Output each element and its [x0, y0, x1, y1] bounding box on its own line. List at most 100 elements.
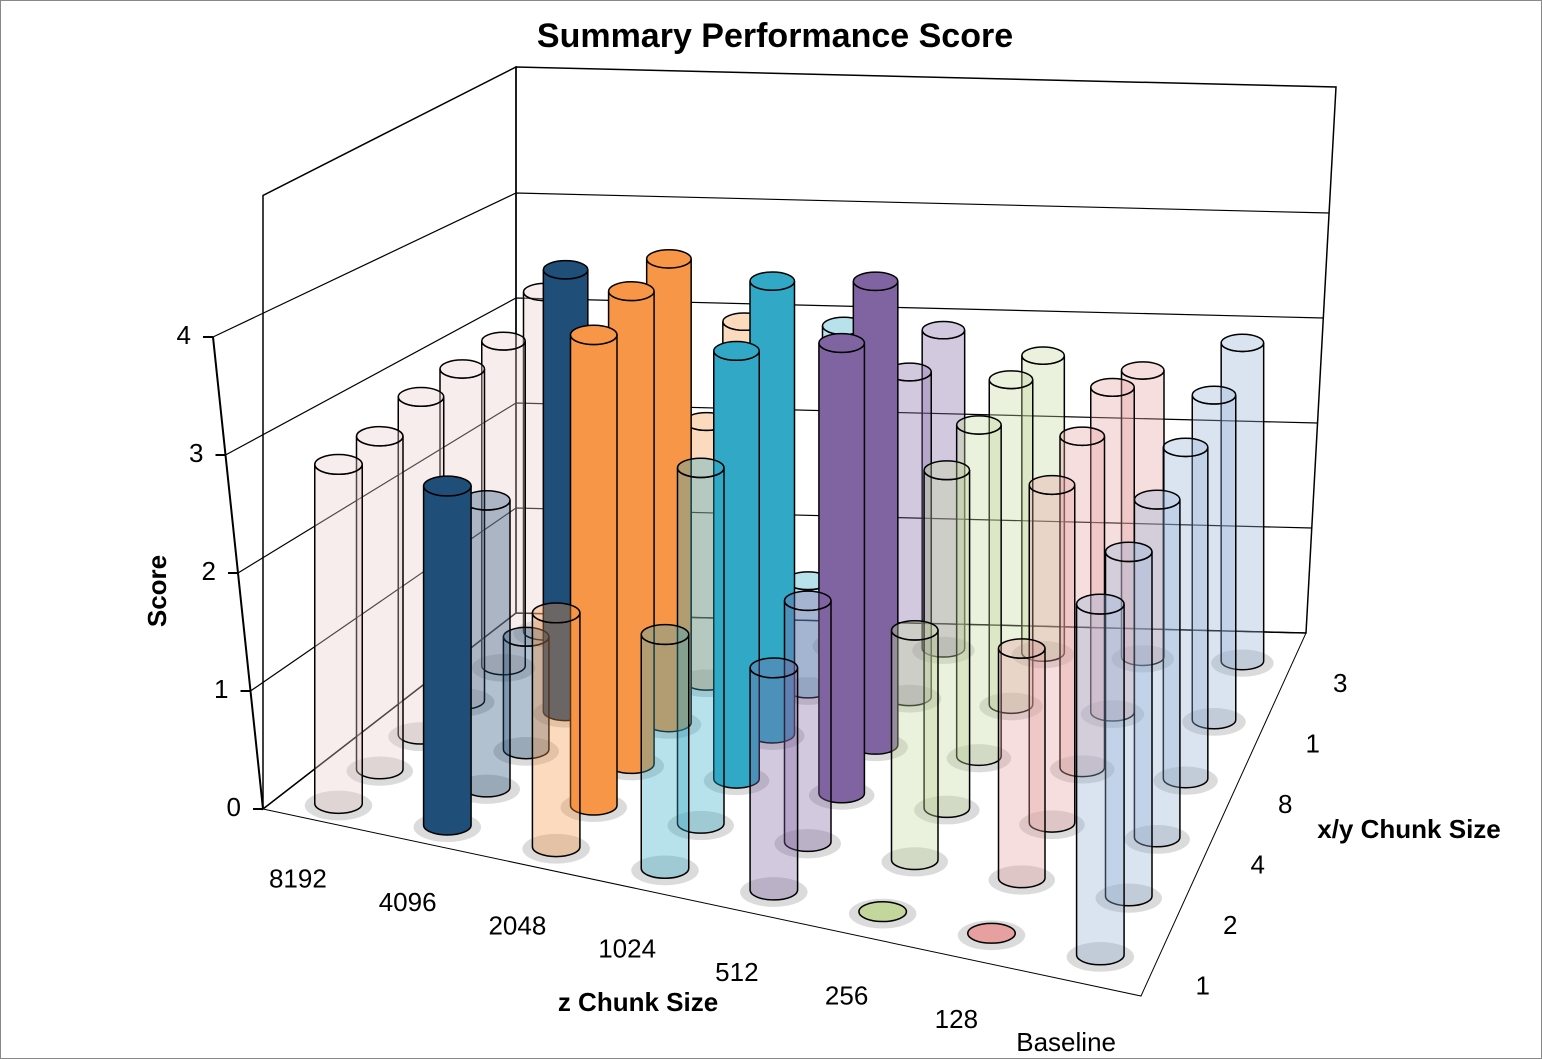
bar-top [955, 415, 1002, 435]
depth-tick-label: 1 [1196, 971, 1210, 1001]
shadow [914, 795, 980, 825]
shadow [346, 756, 413, 786]
shadow [1080, 700, 1145, 729]
bar-top [397, 386, 445, 408]
x-tick-label: 2048 [488, 910, 546, 940]
shadow [1111, 645, 1174, 673]
shadow [1182, 708, 1246, 736]
bar [640, 634, 690, 879]
bar-top [923, 460, 971, 481]
bar-top [502, 626, 550, 647]
bar [749, 667, 799, 901]
bar-top [852, 271, 899, 292]
depth-tick-label: 2 [1223, 910, 1237, 940]
bar-top [997, 638, 1046, 659]
grid-line [250, 507, 1312, 692]
bar-top [988, 370, 1034, 390]
shadow [774, 829, 841, 859]
grid-line [262, 612, 1307, 810]
bar-top [439, 359, 486, 379]
x-tick-label: 512 [715, 957, 758, 987]
bar-top [1191, 385, 1237, 405]
y-tick-label: 3 [189, 438, 203, 468]
y-tick-label: 4 [177, 320, 191, 350]
bar-top [1104, 541, 1153, 563]
bar-top [1028, 474, 1076, 496]
shadow [522, 833, 590, 864]
bar-top [1090, 377, 1135, 398]
bar-top [676, 457, 725, 479]
bar [314, 464, 363, 815]
shadow [979, 692, 1043, 721]
shadow [1095, 883, 1162, 913]
x-tick-label: 128 [935, 1004, 978, 1034]
shadow [1211, 649, 1274, 677]
bar-top [422, 475, 472, 497]
shadow [631, 855, 699, 886]
bar-top [713, 340, 760, 362]
depth-tick-label: 1 [1306, 729, 1320, 759]
bar [967, 922, 1016, 944]
shadow [912, 636, 975, 665]
x-tick-label: 4096 [379, 887, 437, 917]
bar [858, 901, 908, 923]
depth-tick-label: 4 [1251, 850, 1265, 880]
bar [422, 485, 472, 836]
bar-top [607, 281, 655, 302]
bar-top [481, 331, 526, 351]
bar-top [921, 320, 966, 340]
bar-top [749, 657, 799, 679]
shadow [667, 810, 734, 841]
y-tick-label: 2 [202, 556, 216, 586]
shadow [1050, 755, 1115, 784]
bar-top [314, 453, 363, 476]
bar [531, 612, 581, 858]
bar-top [355, 425, 404, 447]
x-tick-label: 256 [825, 980, 868, 1010]
bar-top [531, 602, 581, 624]
bar-top [1120, 361, 1165, 380]
depth-axis-title: x/y Chunk Size [1317, 814, 1501, 844]
bar-top [1220, 333, 1265, 353]
x-tick-label: 8192 [269, 864, 327, 894]
bar-top [1059, 426, 1106, 447]
bar-top [818, 332, 866, 354]
depth-tick-label: 3 [1333, 668, 1347, 698]
bar-top [1021, 346, 1066, 365]
bar-top [542, 259, 589, 280]
bar-top [783, 590, 832, 612]
bar [1075, 604, 1125, 966]
bar-top [749, 271, 796, 292]
y-tick-label: 0 [227, 792, 241, 822]
shadow [946, 744, 1012, 773]
x-tick-label: Baseline [1016, 1027, 1116, 1057]
y-tick-label: 1 [214, 674, 228, 704]
y-axis-title: Score [142, 555, 172, 627]
bar [355, 436, 404, 780]
shadow [1011, 641, 1075, 669]
bar-top [569, 324, 618, 346]
shadow [1124, 825, 1190, 854]
shadow [988, 865, 1055, 895]
grid-line [237, 402, 1318, 574]
chart-title: Summary Performance Score [537, 17, 1013, 55]
bar-top [1162, 437, 1209, 458]
x-axis-title: z Chunk Size [558, 987, 718, 1017]
grid-line [225, 297, 1324, 456]
bar-top [640, 623, 690, 646]
shadow [304, 790, 373, 821]
shadow [1019, 810, 1085, 840]
shadow [1066, 942, 1135, 972]
shadow [1153, 766, 1218, 795]
bar-top [890, 619, 939, 641]
shadow [740, 877, 808, 907]
shadow [881, 847, 948, 877]
bar-top [645, 249, 692, 269]
bar-top [1133, 489, 1181, 510]
bar [997, 648, 1046, 889]
grid-line [212, 192, 1330, 338]
depth-tick-label: 8 [1278, 789, 1292, 819]
bar [890, 630, 939, 871]
bar-top [1075, 593, 1125, 615]
